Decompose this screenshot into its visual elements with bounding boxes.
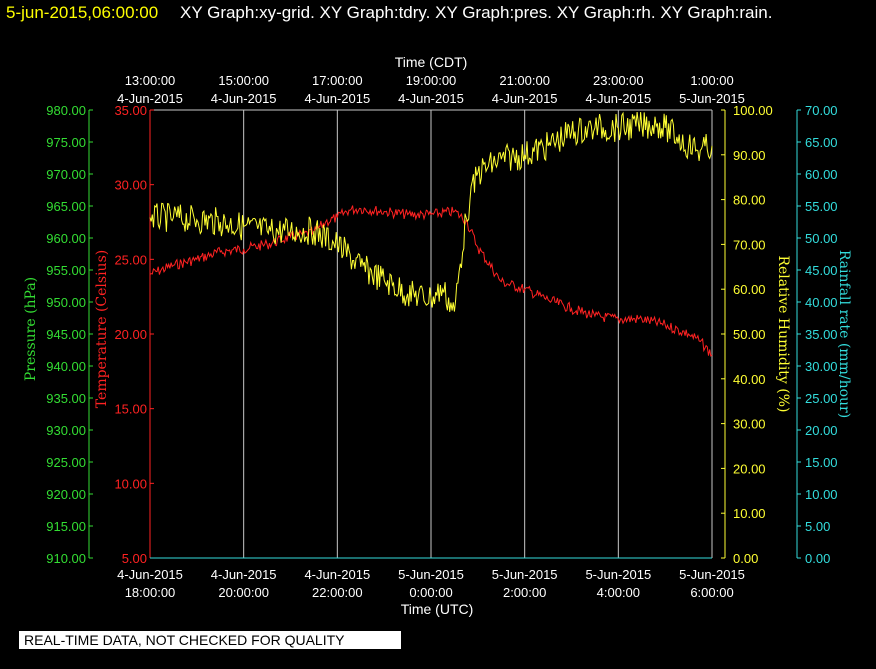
bottom-tick-time: 0:00:00 <box>409 585 452 600</box>
bottom-tick-date: 5-Jun-2015 <box>585 567 651 582</box>
pressure-tick-label: 975.00 <box>46 135 86 150</box>
rainfall-tick-label: 60.00 <box>805 167 838 182</box>
top-tick-date: 4-Jun-2015 <box>211 91 277 106</box>
pressure-tick-label: 950.00 <box>46 295 86 310</box>
bottom-tick-date: 5-Jun-2015 <box>679 567 745 582</box>
top-tick-time: 19:00:00 <box>406 73 457 88</box>
humidity-tick-label: 0.00 <box>733 551 758 566</box>
humidity-tick-label: 100.00 <box>733 103 773 118</box>
temperature-tick-label: 5.00 <box>122 551 147 566</box>
rainfall-tick-label: 65.00 <box>805 135 838 150</box>
rainfall-axis-title: Rainfall rate (mm/hour) <box>836 250 852 418</box>
axes <box>88 110 798 559</box>
rainfall-tick-label: 15.00 <box>805 455 838 470</box>
tick-labels: 910.00 915.00 920.00 925.00 930.00 935.00 940.… <box>46 73 837 600</box>
top-tick-date: 4-Jun-2015 <box>492 91 558 106</box>
temperature-axis-title: Temperature (Celsius) <box>94 250 110 408</box>
humidity-tick-label: 90.00 <box>733 148 766 163</box>
bottom-tick-time: 18:00:00 <box>125 585 176 600</box>
top-tick-time: 23:00:00 <box>593 73 644 88</box>
temperature-tick-label: 30.00 <box>114 178 147 193</box>
top-tick-time: 21:00:00 <box>499 73 550 88</box>
header-date: 5-jun-2015,06:00:00 <box>6 3 158 22</box>
humidity-tick-label: 80.00 <box>733 193 766 208</box>
grid-lines <box>149 109 713 558</box>
temperature-tick-label: 25.00 <box>114 252 147 267</box>
humidity-tick-label: 70.00 <box>733 237 766 252</box>
bottom-tick-time: 22:00:00 <box>312 585 363 600</box>
humidity-axis-title: Relative Humidity (%) <box>775 255 791 412</box>
humidity-tick-label: 60.00 <box>733 282 766 297</box>
top-tick-date: 4-Jun-2015 <box>398 91 464 106</box>
pressure-tick-label: 935.00 <box>46 391 86 406</box>
pressure-tick-label: 930.00 <box>46 423 86 438</box>
top-tick-time: 17:00:00 <box>312 73 363 88</box>
pressure-tick-label: 970.00 <box>46 167 86 182</box>
rainfall-tick-label: 0.00 <box>805 551 830 566</box>
rainfall-tick-label: 70.00 <box>805 103 838 118</box>
rainfall-tick-label: 20.00 <box>805 423 838 438</box>
rainfall-tick-label: 5.00 <box>805 519 830 534</box>
temperature-tick-label: 15.00 <box>114 402 147 417</box>
rainfall-tick-label: 35.00 <box>805 327 838 342</box>
top-tick-date: 5-Jun-2015 <box>679 91 745 106</box>
pressure-tick-label: 915.00 <box>46 519 86 534</box>
data-series <box>149 111 713 559</box>
temperature-tick-label: 10.00 <box>114 476 147 491</box>
top-tick-date: 4-Jun-2015 <box>304 91 370 106</box>
pressure-tick-label: 955.00 <box>46 263 86 278</box>
bottom-tick-date: 4-Jun-2015 <box>304 567 370 582</box>
pressure-tick-label: 925.00 <box>46 455 86 470</box>
humidity-tick-label: 20.00 <box>733 461 766 476</box>
bottom-tick-date: 4-Jun-2015 <box>117 567 183 582</box>
bottom-tick-date: 5-Jun-2015 <box>492 567 558 582</box>
humidity-tick-label: 50.00 <box>733 327 766 342</box>
humidity-tick-label: 30.00 <box>733 417 766 432</box>
tdry-series-line <box>149 205 713 357</box>
pressure-axis-title: Pressure (hPa) <box>23 277 39 381</box>
temperature-tick-label: 20.00 <box>114 327 147 342</box>
bottom-tick-time: 4:00:00 <box>597 585 640 600</box>
rainfall-tick-label: 50.00 <box>805 231 838 246</box>
pressure-tick-label: 965.00 <box>46 199 86 214</box>
bottom-tick-date: 5-Jun-2015 <box>398 567 464 582</box>
humidity-tick-label: 10.00 <box>733 506 766 521</box>
bottom-tick-time: 20:00:00 <box>218 585 269 600</box>
rainfall-tick-label: 45.00 <box>805 263 838 278</box>
pressure-tick-label: 920.00 <box>46 487 86 502</box>
pressure-tick-label: 910.00 <box>46 551 86 566</box>
bottom-tick-time: 2:00:00 <box>503 585 546 600</box>
pressure-tick-label: 940.00 <box>46 359 86 374</box>
humidity-tick-label: 40.00 <box>733 372 766 387</box>
pressure-tick-label: 960.00 <box>46 231 86 246</box>
rainfall-tick-label: 10.00 <box>805 487 838 502</box>
top-tick-time: 13:00:00 <box>125 73 176 88</box>
quality-notice: REAL-TIME DATA, NOT CHECKED FOR QUALITY <box>19 631 401 649</box>
rh-series-line <box>149 111 713 312</box>
top-tick-date: 4-Jun-2015 <box>585 91 651 106</box>
temperature-tick-label: 35.00 <box>114 103 147 118</box>
bottom-tick-time: 6:00:00 <box>690 585 733 600</box>
top-tick-time: 15:00:00 <box>218 73 269 88</box>
pressure-tick-label: 945.00 <box>46 327 86 342</box>
rainfall-tick-label: 30.00 <box>805 359 838 374</box>
rainfall-tick-label: 40.00 <box>805 295 838 310</box>
top-tick-time: 1:00:00 <box>690 73 733 88</box>
bottom-axis-title: Time (UTC) <box>401 601 474 617</box>
pressure-tick-label: 980.00 <box>46 103 86 118</box>
rainfall-tick-label: 25.00 <box>805 391 838 406</box>
top-tick-date: 4-Jun-2015 <box>117 91 183 106</box>
top-axis-title: Time (CDT) <box>395 54 468 70</box>
bottom-tick-date: 4-Jun-2015 <box>211 567 277 582</box>
header-graph-list: XY Graph:xy-grid. XY Graph:tdry. XY Grap… <box>180 3 772 22</box>
rainfall-tick-label: 55.00 <box>805 199 838 214</box>
